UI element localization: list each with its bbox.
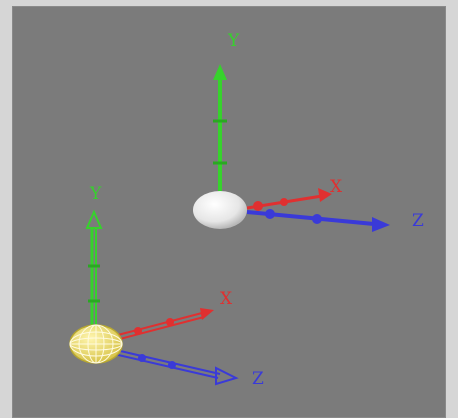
z-axis-handle[interactable]: Z	[113, 349, 264, 389]
x-handle-knob	[134, 327, 142, 335]
z-arrow-head	[372, 217, 390, 232]
z-handle-knob	[312, 214, 322, 224]
z-axis-handle[interactable]: Z	[246, 209, 424, 232]
gizmo-lower[interactable]: Y X Z	[69, 184, 264, 389]
z-axis-label: Z	[252, 369, 264, 389]
3d-canvas[interactable]: Y X Z	[12, 6, 446, 418]
x-handle-knob	[166, 318, 174, 326]
y-axis-label: Y	[227, 31, 240, 51]
x-handle-knob	[253, 201, 263, 211]
x-axis-label: X	[330, 177, 343, 197]
y-axis-handle[interactable]: Y	[85, 184, 103, 336]
x-arrow-head	[200, 308, 214, 320]
z-arrow-head	[215, 366, 239, 386]
x-axis-handle[interactable]: X	[246, 177, 343, 211]
x-axis-label: X	[220, 289, 233, 309]
y-arrow-head	[85, 209, 103, 229]
z-handle-knob	[265, 209, 275, 219]
y-axis-handle[interactable]: Y	[213, 31, 240, 206]
y-arrow-head	[213, 64, 227, 80]
gizmo-upper[interactable]: Y X Z	[193, 31, 424, 232]
y-axis-label: Y	[89, 184, 102, 204]
z-axis-label: Z	[412, 211, 424, 231]
x-handle-knob	[280, 198, 288, 206]
z-handle-knob	[168, 361, 176, 369]
z-handle-knob	[138, 354, 146, 362]
scene-svg[interactable]: Y X Z	[12, 6, 446, 418]
wireframe-sphere-object[interactable]	[69, 324, 123, 364]
white-sphere-object[interactable]	[193, 191, 247, 229]
x-axis-handle[interactable]: X	[113, 289, 233, 341]
x-arrow-head	[318, 188, 332, 202]
